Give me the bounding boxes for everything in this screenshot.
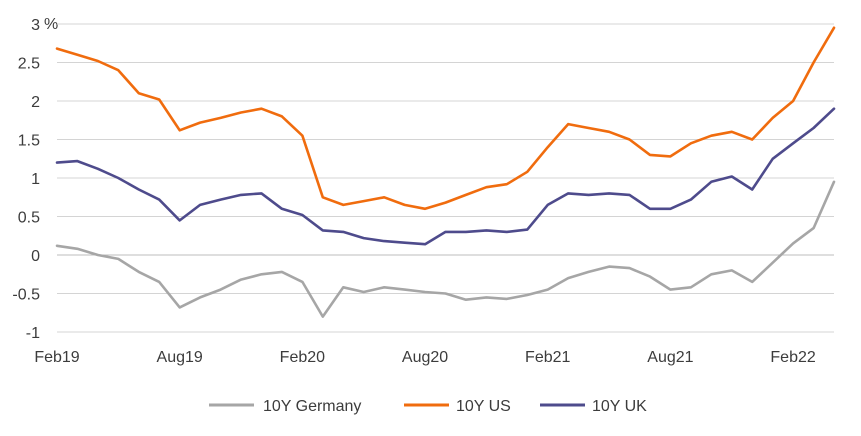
y-tick-label: 2.5 <box>18 56 40 73</box>
y-tick-label: -0.5 <box>12 287 40 304</box>
legend-label: 10Y UK <box>592 398 647 415</box>
gridlines <box>57 23 834 333</box>
y-tick-label: 0.5 <box>18 210 40 227</box>
y-tick-label: -1 <box>26 325 40 342</box>
series-line-10y-germany <box>55 180 836 318</box>
y-axis-unit: % <box>44 16 58 33</box>
legend-label: 10Y Germany <box>263 398 361 415</box>
x-tick-label: Aug19 <box>157 349 203 366</box>
x-tick-label: Feb20 <box>280 349 325 366</box>
y-tick-label: 0 <box>31 248 40 265</box>
series-line-10y-uk <box>55 107 836 246</box>
series-lines <box>55 26 836 318</box>
x-tick-label: Feb19 <box>34 349 79 366</box>
legend-label: 10Y US <box>456 398 511 415</box>
legend: 10Y Germany 10Y US 10Y UK <box>209 398 647 415</box>
y-tick-label: 3 <box>31 17 40 34</box>
x-tick-label: Feb21 <box>525 349 570 366</box>
y-tick-label: 1.5 <box>18 133 40 150</box>
x-tick-label: Aug21 <box>647 349 693 366</box>
x-axis-ticks: Feb19 Aug19 Feb20 Aug20 Feb21 Aug21 Feb22 <box>34 349 816 366</box>
x-tick-label: Aug20 <box>402 349 448 366</box>
x-tick-label: Feb22 <box>770 349 815 366</box>
y-tick-label: 2 <box>31 94 40 111</box>
y-tick-label: 1 <box>31 171 40 188</box>
series-line-10y-us <box>55 26 836 211</box>
y-axis-ticks: -1 -0.5 0 0.5 1 1.5 2 2.5 3 <box>12 17 40 342</box>
